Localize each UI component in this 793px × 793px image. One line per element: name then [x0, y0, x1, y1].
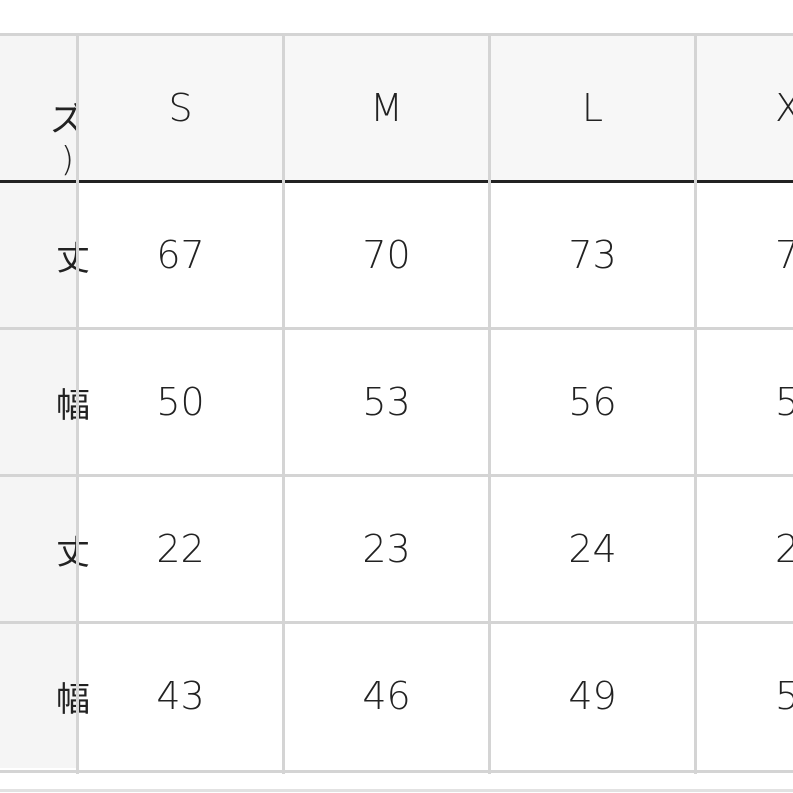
table-cell: 43 [79, 624, 282, 768]
row-label-cell: 幅 [0, 624, 90, 768]
table-cell: 73 [491, 183, 694, 327]
row-label: 幅 [56, 679, 90, 720]
header-text: S [168, 86, 193, 130]
divider [0, 621, 793, 624]
divider [282, 34, 285, 774]
row-label-cell: 丈 [0, 183, 90, 327]
table-cell: 70 [285, 183, 488, 327]
cell-value: 43 [156, 674, 205, 718]
header-label-line-2: ) [60, 140, 74, 180]
header-divider [0, 180, 793, 183]
cell-value: 24 [568, 527, 617, 571]
table-cell: 46 [285, 624, 488, 768]
header-size-s: S [79, 36, 282, 180]
header-label-cell: ズ ) [0, 36, 84, 180]
table-cell: 23 [285, 477, 488, 621]
row-label-cell: 幅 [0, 330, 90, 474]
header-size-m: M [285, 36, 488, 180]
cell-value: 5 [775, 674, 793, 718]
divider [694, 34, 697, 774]
cell-value: 73 [568, 233, 617, 277]
divider [76, 34, 79, 774]
cell-value: 46 [362, 674, 411, 718]
divider [0, 789, 793, 792]
row-label: 丈 [56, 532, 90, 573]
table-cell: 7 [697, 183, 793, 327]
divider [0, 327, 793, 330]
cell-value: 7 [775, 233, 793, 277]
cell-value: 5 [775, 380, 793, 424]
row-label-cell: 丈 [0, 477, 90, 621]
cell-value: 70 [362, 233, 411, 277]
table-cell: 22 [79, 477, 282, 621]
header-text: X [775, 86, 793, 130]
header-text: M [370, 86, 403, 130]
header-size-l: L [491, 36, 694, 180]
cell-value: 2 [775, 527, 793, 571]
divider [0, 33, 793, 36]
table-cell: 67 [79, 183, 282, 327]
header-text: L [581, 86, 604, 130]
table-cell: 56 [491, 330, 694, 474]
row-label: 幅 [56, 385, 90, 426]
table-cell: 5 [697, 624, 793, 768]
table-cell: 24 [491, 477, 694, 621]
header-size-x: X [697, 36, 793, 180]
cell-value: 67 [156, 233, 205, 277]
table-cell: 5 [697, 330, 793, 474]
cell-value: 22 [156, 527, 205, 571]
cell-value: 50 [156, 380, 205, 424]
cell-value: 49 [568, 674, 617, 718]
table-cell: 53 [285, 330, 488, 474]
table-cell: 2 [697, 477, 793, 621]
cell-value: 53 [362, 380, 411, 424]
cell-value: 56 [568, 380, 617, 424]
divider [0, 474, 793, 477]
divider [488, 34, 491, 774]
table-cell: 50 [79, 330, 282, 474]
table-cell: 49 [491, 624, 694, 768]
cell-value: 23 [362, 527, 411, 571]
row-label: 丈 [56, 238, 90, 279]
divider [0, 770, 793, 773]
